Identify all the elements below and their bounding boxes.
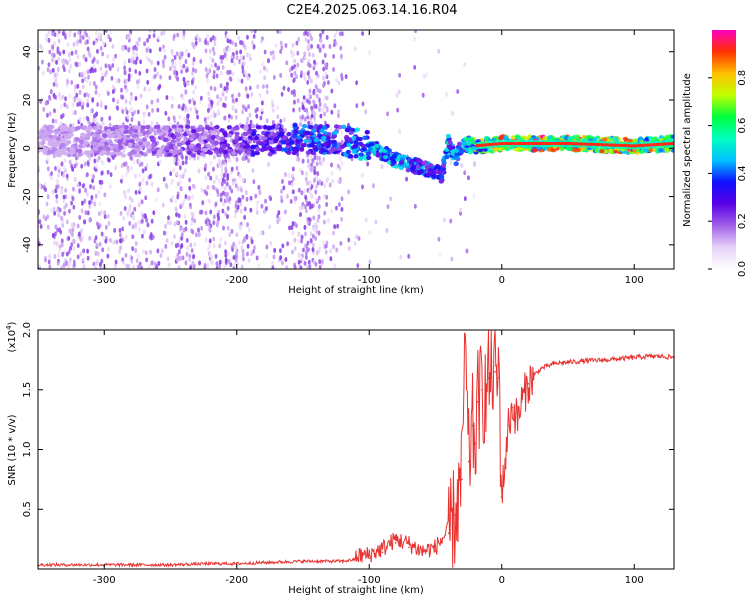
snr-panel: -300 -200 -100 0 100 0.5 1.0 1.5 2.0 Height of …: [5, 321, 675, 596]
snr-point: [461, 478, 463, 481]
spectrogram-x-tick-label: 0: [499, 275, 505, 286]
snr-x-tick-label: 0: [499, 575, 505, 586]
colorbar-tick-label: 0.0: [737, 261, 748, 277]
spectrogram-x-ticks: -300 -200 -100 0 100: [93, 30, 644, 286]
spectrogram-x-tick-label: 100: [625, 275, 644, 286]
spectrogram-y-tick-label: 20: [22, 94, 33, 107]
snr-plot-area: [38, 330, 674, 569]
spectrogram-frame: [37, 29, 675, 270]
snr-y-tick-label: 2.0: [22, 322, 33, 338]
spectrogram-y-tick-label: -20: [22, 188, 33, 204]
spectrogram-heatmap: [38, 30, 674, 269]
colorbar-tick-label: 0.2: [737, 213, 748, 229]
snr-point: [381, 551, 384, 554]
colorbar-tick-label: 0.8: [737, 70, 748, 86]
snr-y-tick-label: 1.5: [22, 382, 33, 398]
snr-y-tick-label: 1.0: [22, 442, 33, 458]
snr-x-tick-label: -100: [358, 575, 381, 586]
spectrogram-y-tick-label: 0: [22, 145, 33, 151]
colorbar-tick-label: 0.6: [737, 118, 748, 134]
snr-series-line: [37, 329, 674, 568]
spectrogram-x-tick-label: -300: [93, 275, 116, 286]
colorbar-ticks: 0.0 0.2 0.4 0.6 0.8: [708, 70, 748, 277]
snr-point: [408, 546, 410, 549]
snr-x-label: Height of straight line (km): [288, 585, 424, 596]
spectrogram-y-ticks: -40 -20 0 20 40: [22, 45, 674, 253]
spectrogram-x-label: Height of straight line (km): [288, 285, 424, 296]
snr-x-tick-label: -300: [93, 575, 116, 586]
figure-title: C2E4.2025.063.14.16.R04: [286, 3, 457, 18]
snr-point: [368, 557, 371, 560]
snr-x-ticks: -300 -200 -100 0 100: [93, 330, 644, 586]
snr-y-label: SNR (10 * v/v): [7, 414, 18, 485]
snr-point: [394, 541, 397, 544]
snr-x-tick-label: 100: [625, 575, 644, 586]
snr-scale-label: (x104): [5, 321, 18, 352]
spectrogram-y-label: Frequency (Hz): [7, 112, 18, 188]
snr-y-ticks: 0.5 1.0 1.5 2.0: [22, 322, 674, 517]
spectrogram-y-tick-label: 40: [22, 45, 33, 58]
colorbar: 0.0 0.2 0.4 0.6 0.8 Normalized spectral ampl…: [682, 30, 748, 277]
snr-x-tick-label: -200: [225, 575, 248, 586]
snr-point: [494, 371, 496, 373]
colorbar-label: Normalized spectral amplitude: [682, 73, 693, 227]
colorbar-gradient: [712, 30, 736, 269]
colorbar-tick-label: 0.4: [737, 165, 748, 181]
spectrogram-x-tick-label: -200: [225, 275, 248, 286]
spectrogram-y-tick-label: -40: [22, 237, 33, 253]
spectrogram-x-tick-label: -100: [358, 275, 381, 286]
snr-point: [467, 460, 470, 463]
snr-y-tick-label: 0.5: [22, 501, 33, 517]
